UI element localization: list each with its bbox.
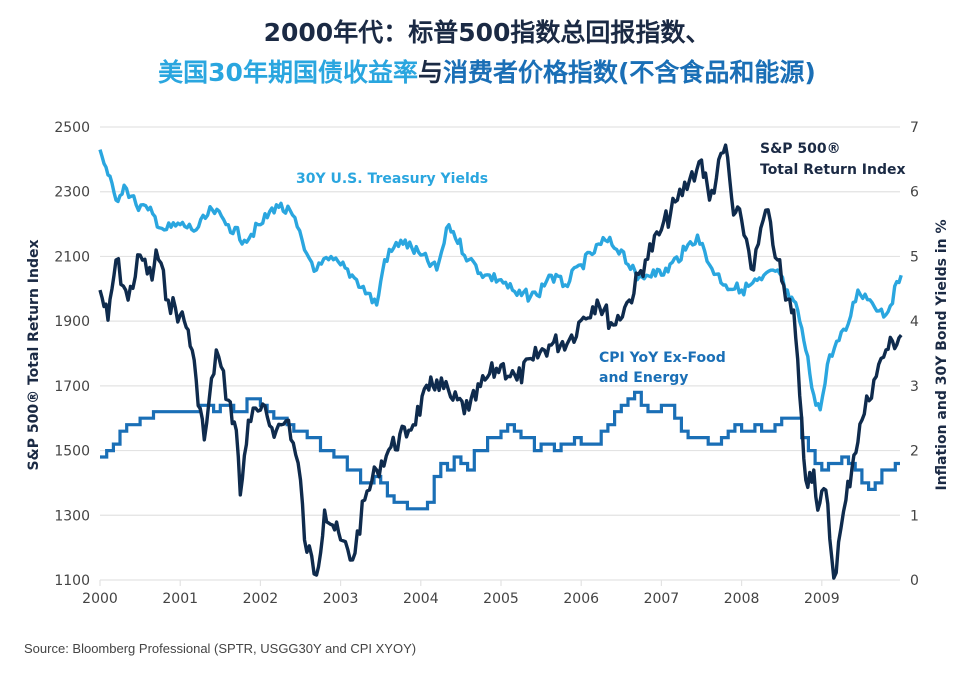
chart-title-line1: 2000年代：标普500指数总回报指数、 — [263, 18, 711, 47]
annotation-cpi-line1: CPI YoY Ex-Food — [599, 350, 726, 366]
y2-tick-label: 4 — [910, 314, 919, 330]
annotation-treasury: 30Y U.S. Treasury Yields — [296, 171, 488, 187]
annotation-cpi: CPI YoY Ex-Food and Energy — [599, 350, 726, 386]
y-tick-label: 1100 — [54, 573, 90, 589]
y2-tick-label: 7 — [910, 120, 919, 136]
left-axis-label: S&P 500® Total Return Index — [26, 239, 42, 470]
x-tick-label: 2007 — [644, 591, 680, 607]
x-tick-label: 2008 — [724, 591, 760, 607]
title-treasury-part: 美国30年期国债收益率 — [158, 58, 418, 87]
y-tick-label: 2300 — [54, 185, 90, 201]
annotation-cpi-line2: and Energy — [599, 370, 688, 386]
gridlines — [100, 126, 900, 581]
chart-title-line2: 美国30年期国债收益率与消费者价格指数(不含食品和能源) — [0, 56, 974, 90]
x-tick-label: 2006 — [563, 591, 599, 607]
annotation-sp500-line1: S&P 500® — [760, 141, 841, 157]
y-tick-label: 1300 — [54, 508, 90, 524]
y2-tick-label: 1 — [910, 508, 919, 524]
x-tick-label: 2004 — [403, 591, 439, 607]
series-lines — [98, 143, 903, 580]
treasury-series-line — [98, 149, 903, 412]
y2-tick-label: 5 — [910, 249, 919, 265]
y-tick-label: 2100 — [54, 249, 90, 265]
x-tick-label: 2009 — [804, 591, 840, 607]
annotation-sp500-line2: Total Return Index — [760, 162, 906, 178]
x-tick-label: 2000 — [82, 591, 118, 607]
sp500-series-line — [98, 143, 903, 580]
cpi-series-line — [100, 390, 900, 511]
x-tick-label: 2002 — [243, 591, 279, 607]
y-tick-label: 1900 — [54, 314, 90, 330]
y2-tick-label: 6 — [910, 185, 919, 201]
title-connector: 与 — [417, 58, 443, 87]
x-tick-label: 2003 — [323, 591, 359, 607]
x-axis-ticks: 2000 2001 2002 2003 2004 2005 2006 2007 2008 2009 — [82, 580, 840, 607]
y-tick-label: 1500 — [54, 444, 90, 460]
source-note: Source: Bloomberg Professional (SPTR, US… — [24, 641, 417, 656]
y-tick-label: 2500 — [54, 120, 90, 136]
x-tick-label: 2001 — [162, 591, 198, 607]
title-cpi-part: 消费者价格指数(不含食品和能源) — [442, 58, 816, 87]
y-tick-label: 1700 — [54, 379, 90, 395]
x-tick-label: 2005 — [483, 591, 519, 607]
y2-tick-label: 0 — [910, 573, 919, 589]
right-axis-label: Inflation and 30Y Bond Yields in % — [934, 219, 950, 490]
y2-tick-label: 2 — [910, 444, 919, 460]
right-axis-ticks: 7 6 5 4 3 2 1 0 — [910, 120, 919, 589]
annotation-sp500: S&P 500® Total Return Index — [760, 141, 906, 178]
y2-tick-label: 3 — [910, 379, 919, 395]
left-axis-ticks: 2500 2300 2100 1900 1700 1500 1300 1100 — [54, 120, 90, 589]
